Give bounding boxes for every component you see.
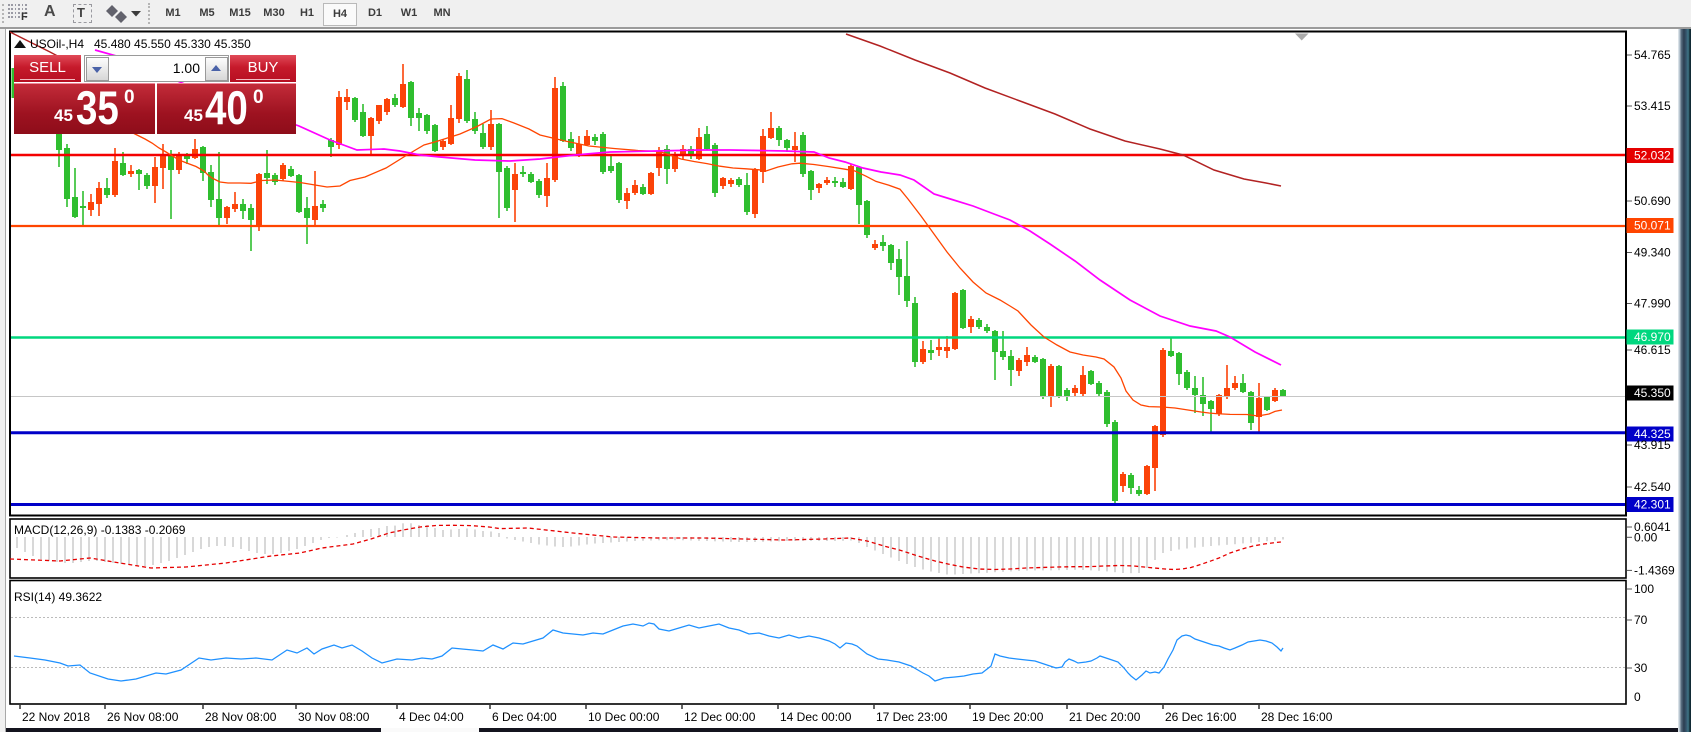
svg-text:19 Dec 20:00: 19 Dec 20:00	[972, 710, 1044, 724]
svg-text:26 Nov 08:00: 26 Nov 08:00	[107, 710, 179, 724]
svg-text:0.00: 0.00	[1634, 531, 1658, 545]
svg-text:46.970: 46.970	[1634, 330, 1671, 344]
svg-text:4 Dec 04:00: 4 Dec 04:00	[399, 710, 464, 724]
svg-text:49.340: 49.340	[1634, 246, 1671, 260]
svg-text:42.301: 42.301	[1634, 498, 1671, 512]
svg-text:30 Nov 08:00: 30 Nov 08:00	[298, 710, 370, 724]
svg-text:17 Dec 23:00: 17 Dec 23:00	[876, 710, 948, 724]
svg-text:21 Dec 20:00: 21 Dec 20:00	[1069, 710, 1141, 724]
svg-text:28 Dec 16:00: 28 Dec 16:00	[1261, 710, 1333, 724]
svg-text:22 Nov 2018: 22 Nov 2018	[22, 710, 90, 724]
svg-text:53.415: 53.415	[1634, 99, 1671, 113]
svg-text:12 Dec 00:00: 12 Dec 00:00	[684, 710, 756, 724]
svg-text:26 Dec 16:00: 26 Dec 16:00	[1165, 710, 1237, 724]
svg-text:44.325: 44.325	[1634, 427, 1671, 441]
svg-text:52.032: 52.032	[1634, 149, 1671, 163]
svg-text:50.071: 50.071	[1634, 219, 1671, 233]
svg-text:46.615: 46.615	[1634, 343, 1671, 357]
svg-text:28 Nov 08:00: 28 Nov 08:00	[205, 710, 277, 724]
svg-text:RSI(14) 49.3622: RSI(14) 49.3622	[14, 590, 102, 604]
svg-text:14 Dec 00:00: 14 Dec 00:00	[780, 710, 852, 724]
svg-text:0.6041: 0.6041	[1634, 520, 1671, 534]
svg-text:-1.4369: -1.4369	[1634, 564, 1675, 578]
svg-text:30: 30	[1634, 661, 1648, 675]
svg-text:47.990: 47.990	[1634, 297, 1671, 311]
svg-text:10 Dec 00:00: 10 Dec 00:00	[588, 710, 660, 724]
svg-text:43.915: 43.915	[1634, 438, 1671, 452]
svg-text:MACD(12,26,9) -0.1383 -0.2069: MACD(12,26,9) -0.1383 -0.2069	[14, 523, 186, 537]
svg-text:42.540: 42.540	[1634, 480, 1671, 494]
svg-text:0: 0	[1634, 690, 1641, 704]
svg-text:50.690: 50.690	[1634, 194, 1671, 208]
svg-text:70: 70	[1634, 613, 1648, 627]
svg-text:54.765: 54.765	[1634, 48, 1671, 62]
svg-text:6 Dec 04:00: 6 Dec 04:00	[492, 710, 557, 724]
svg-text:100: 100	[1634, 582, 1654, 596]
svg-text:45.350: 45.350	[1634, 386, 1671, 400]
